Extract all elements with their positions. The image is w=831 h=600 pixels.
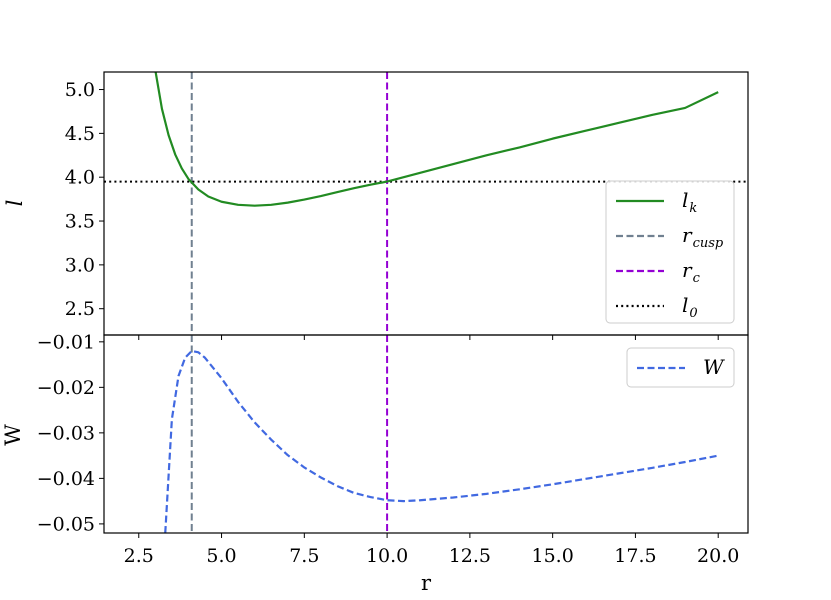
y-tick-label: −0.03	[37, 422, 95, 444]
y-tick-label: 3.0	[65, 254, 95, 276]
x-tick-label: 20.0	[697, 545, 739, 567]
bottom-y-axis-label: W	[1, 424, 25, 446]
y-tick-label: 4.0	[65, 167, 95, 189]
y-tick-label: 3.5	[65, 211, 95, 233]
x-tick-label: 5.0	[206, 545, 236, 567]
x-tick-label: 10.0	[366, 545, 408, 567]
x-tick-label: 2.5	[124, 545, 154, 567]
y-tick-label: −0.01	[37, 331, 95, 353]
legend: W	[626, 347, 735, 388]
y-tick-label: 2.5	[65, 298, 95, 320]
series-line-W	[164, 349, 719, 533]
top-y-axis-label: l	[3, 200, 27, 207]
legend-box	[605, 180, 735, 324]
y-tick-label: 5.0	[65, 79, 95, 101]
plot-area	[164, 335, 719, 533]
x-tick-label: 7.5	[289, 545, 319, 567]
x-tick-label: 12.5	[449, 545, 491, 567]
y-tick-label: −0.05	[37, 513, 95, 535]
bottom-panel: −0.05 −0.04 −0.03 −0.02 −0.01 2.5 5.0 7.5 10.0 12…	[37, 331, 749, 567]
y-tick-label: −0.04	[37, 468, 95, 490]
y-tick-label: −0.02	[37, 377, 95, 399]
axes-frame	[103, 334, 749, 534]
x-axis-label: r	[421, 571, 432, 595]
legend-label-W: W	[703, 355, 725, 379]
x-tick-label: 17.5	[614, 545, 656, 567]
x-tick-label: 15.0	[531, 545, 573, 567]
series-line-l-k	[154, 72, 719, 207]
y-tick-label: 4.5	[65, 123, 95, 145]
